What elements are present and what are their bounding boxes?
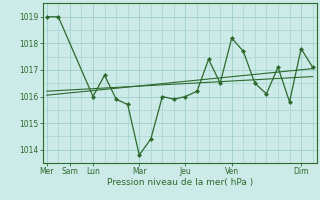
X-axis label: Pression niveau de la mer( hPa ): Pression niveau de la mer( hPa ) <box>107 178 253 187</box>
